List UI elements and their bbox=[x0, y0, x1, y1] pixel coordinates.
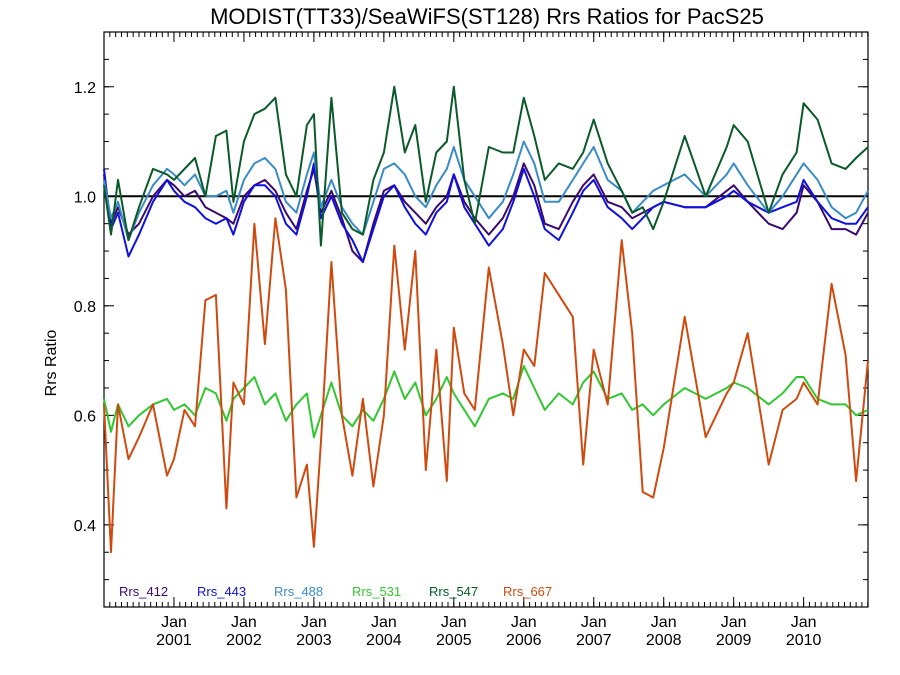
x-tick-year: 2005 bbox=[436, 632, 472, 649]
x-tick-month: Jan bbox=[651, 614, 677, 631]
x-tick-year: 2002 bbox=[226, 632, 262, 649]
y-tick-label: 1.0 bbox=[74, 189, 96, 206]
y-axis: 0.4 0.6 0.8 1.0 1.2 bbox=[74, 31, 868, 581]
x-tick-year: 2007 bbox=[576, 632, 612, 649]
x-tick-year: 2004 bbox=[366, 632, 402, 649]
series-line-rrs-412 bbox=[103, 162, 869, 263]
x-axis: Jan2001Jan2002Jan2003Jan2004Jan2005Jan20… bbox=[103, 32, 869, 649]
x-tick-month: Jan bbox=[231, 614, 257, 631]
plot-area: 0.40.60.81.01.2 Jan2001Jan2002Jan2003Jan… bbox=[74, 31, 869, 649]
plot-frame bbox=[103, 31, 869, 608]
series-line-rrs-547 bbox=[103, 85, 869, 247]
y-axis-label: Rrs Ratio bbox=[43, 330, 60, 397]
x-tick-month: Jan bbox=[791, 614, 817, 631]
legend-item-rrs-667: Rrs_667 bbox=[503, 584, 552, 599]
x-tick-month: Jan bbox=[581, 614, 607, 631]
series-line-rrs-531 bbox=[103, 365, 869, 439]
x-tick-month: Jan bbox=[511, 614, 537, 631]
legend-item-rrs-412: Rrs_412 bbox=[119, 584, 168, 599]
x-tick-month: Jan bbox=[441, 614, 467, 631]
x-tick-year: 2001 bbox=[156, 632, 192, 649]
legend: Rrs_412 Rrs_443 Rrs_488 Rrs_531 Rrs_547 Rrs_6… bbox=[119, 584, 552, 599]
legend-item-rrs-443: Rrs_443 bbox=[197, 584, 246, 599]
legend-item-rrs-547: Rrs_547 bbox=[429, 584, 478, 599]
x-tick-month: Jan bbox=[301, 614, 327, 631]
x-tick-year: 2008 bbox=[646, 632, 682, 649]
x-tick-year: 2003 bbox=[296, 632, 332, 649]
legend-item-rrs-488: Rrs_488 bbox=[274, 584, 323, 599]
series-line-rrs-667 bbox=[103, 217, 869, 554]
series-line-rrs-488 bbox=[103, 140, 869, 242]
y-tick-label: 1.2 bbox=[74, 80, 96, 97]
x-tick-year: 2009 bbox=[716, 632, 752, 649]
series-line-rrs-443 bbox=[103, 162, 869, 263]
x-tick-year: 2010 bbox=[786, 632, 822, 649]
y-tick-label: 0.4 bbox=[74, 518, 96, 535]
series-lines bbox=[103, 85, 869, 554]
x-tick-month: Jan bbox=[161, 614, 187, 631]
y-tick-label: 0.8 bbox=[74, 299, 96, 316]
legend-item-rrs-531: Rrs_531 bbox=[352, 584, 401, 599]
chart-title: MODIST(TT33)/SeaWiFS(ST128) Rrs Ratios f… bbox=[210, 4, 764, 29]
x-tick-month: Jan bbox=[371, 614, 397, 631]
x-tick-month: Jan bbox=[721, 614, 747, 631]
x-tick-year: 2006 bbox=[506, 632, 542, 649]
y-tick-label: 0.6 bbox=[74, 408, 96, 425]
